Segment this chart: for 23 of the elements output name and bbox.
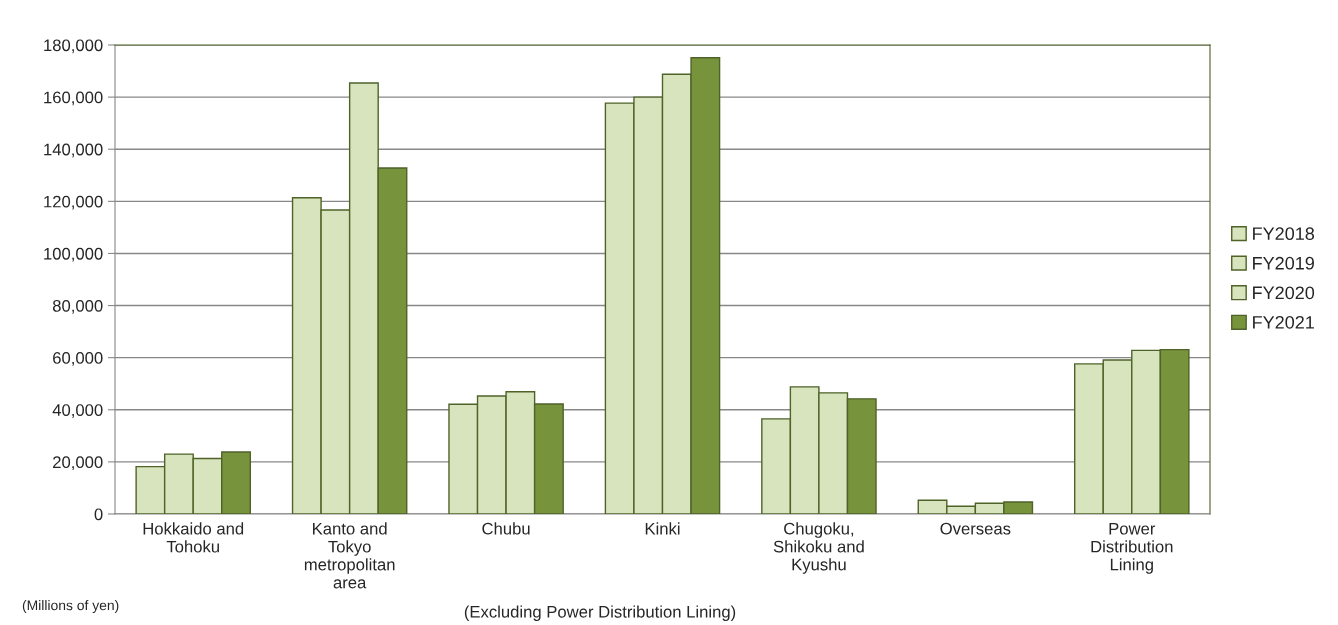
x-tick-label: Chubu: [482, 522, 530, 535]
x-tick-label: Overseas: [940, 522, 1011, 535]
y-tick-label: 40,000: [52, 404, 103, 418]
y-tick-label: 120,000: [44, 195, 103, 210]
y-tick-label: 180,000: [44, 39, 103, 54]
y-tick-label: 80,000: [52, 299, 103, 314]
x-tick-label: Kinki: [645, 522, 680, 535]
y-tick-label: 60,000: [53, 352, 103, 366]
x-tick-label: Hokkaido and Tohoku: [143, 522, 244, 553]
legend-label: FY2020: [1253, 286, 1315, 300]
legend-label: FY2018: [1253, 227, 1315, 241]
y-tick-label: 20,000: [53, 456, 103, 471]
y-tick-label: 140,000: [44, 143, 103, 158]
legend-label: FY2019: [1253, 256, 1314, 270]
x-tick-label: Kanto and Tokyo metropolitan area: [304, 522, 395, 589]
text: (Millions of yen): [22, 600, 119, 613]
legend-label: FY2021: [1253, 315, 1314, 329]
text: (Excluding Power Distribution Lining): [464, 605, 736, 621]
x-tick-label: Chugoku, Shikoku and Kyushu: [773, 522, 864, 574]
y-tick-label: 160,000: [44, 91, 103, 106]
y-tick-label: 100,000: [44, 247, 103, 262]
y-tick-label: 0: [94, 508, 103, 521]
x-tick-label: Power Distribution Lining: [1091, 522, 1173, 574]
